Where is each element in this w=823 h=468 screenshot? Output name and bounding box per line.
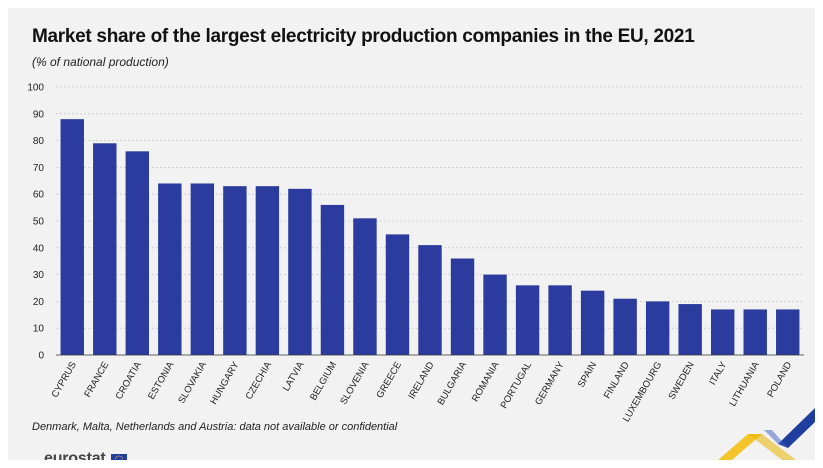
x-tick-label: ITALY [707,359,729,387]
eurostat-logo: eurostat [44,450,127,460]
corner-decoration [718,408,815,460]
bar [93,143,117,355]
x-tick-label: CYPRUS [50,360,79,400]
bar [125,151,150,355]
bar [515,285,540,355]
bar [645,301,670,355]
logo-text: eurostat [44,450,106,460]
chart-frame: Market share of the largest electricity … [8,8,815,460]
bar [385,234,410,355]
x-tick-label: HUNGARY [208,359,242,406]
y-tick-label: 60 [33,190,45,201]
x-tick-label: GREECE [374,360,404,400]
bar [288,188,312,355]
x-tick-label: POLAND [765,360,794,399]
x-tick-label: SPAIN [576,360,599,390]
chart-title: Market share of the largest electricity … [32,26,695,47]
y-tick-label: 0 [38,351,44,362]
bar [418,245,442,355]
bar [580,290,605,355]
bar [450,258,475,355]
x-tick-label: GERMANY [533,359,567,407]
y-tick-label: 30 [33,270,45,281]
y-tick-label: 20 [33,297,45,308]
x-tick-label: BELGIUM [308,360,339,403]
x-tick-label: BULGARIA [436,359,470,407]
bar [60,119,84,355]
x-tick-label: ESTONIA [146,359,177,401]
bar [353,218,377,355]
x-tick-label: SLOVENIA [338,359,372,406]
bar [548,285,572,355]
footnote: Denmark, Malta, Netherlands and Austria:… [32,421,398,433]
x-tick-label: LATVIA [281,359,307,393]
y-tick-label: 90 [33,109,45,120]
x-tick-label: FINLAND [602,360,632,401]
y-tick-label: 100 [27,83,44,94]
eu-flag-icon [110,453,127,460]
y-tick-label: 70 [33,163,45,174]
bar-chart: 0 10 20 30 40 50 60 70 80 90 100 CYPRUS FRANCE CROATI… [27,83,804,424]
bar [190,183,215,355]
x-tick-label: ROMANIA [470,359,502,403]
bar [776,309,800,355]
bar [710,309,735,355]
bar [320,204,345,355]
bar [743,309,767,355]
bar [613,298,637,355]
bar [255,186,280,355]
x-tick-label: SLOVAKIA [176,359,209,405]
x-tick-label: CZECHIA [244,359,275,401]
bar [678,304,702,355]
y-tick-label: 80 [33,136,45,147]
chart-subtitle: (% of national production) [32,55,169,69]
bar [483,274,507,355]
y-tick-label: 10 [33,324,45,335]
x-tick-label: SWEDEN [666,360,696,402]
bar [223,186,247,355]
y-tick-label: 50 [33,217,45,228]
y-tick-label: 40 [33,243,45,254]
bar [158,183,182,355]
x-tick-label: CROATIA [114,359,145,401]
x-tick-label: FRANCE [82,360,111,399]
x-tick-label: IRELAND [406,360,436,401]
x-tick-label: PORTUGAL [499,360,535,411]
